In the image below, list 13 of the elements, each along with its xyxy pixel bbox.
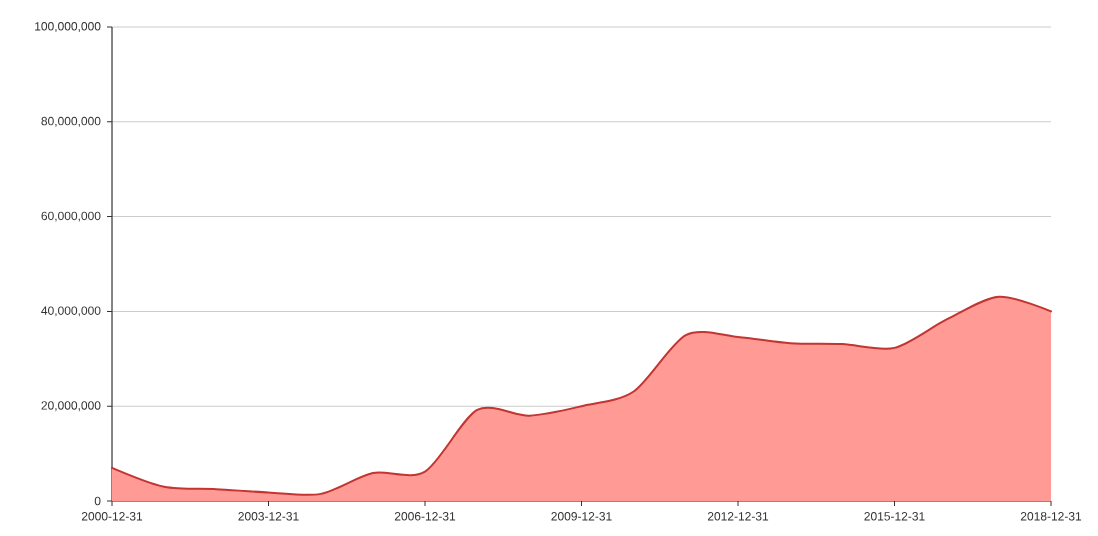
- x-tick-label: 2018-12-31: [1020, 512, 1082, 521]
- y-tick-label: 0: [94, 496, 101, 506]
- y-tick-label: 20,000,000: [41, 401, 101, 412]
- y-tick-label: 40,000,000: [41, 306, 101, 317]
- x-tick-label: 2015-12-31: [864, 512, 925, 521]
- x-tick-label: 2012-12-31: [707, 512, 769, 521]
- x-tick-label: 2003-12-31: [238, 512, 299, 521]
- x-tick-label: 2009-12-31: [551, 512, 612, 521]
- x-tick-label: 2006-12-31: [394, 512, 456, 521]
- x-tick-label: 2000-12-31: [81, 512, 143, 521]
- y-tick-label: 100,000,000: [35, 22, 101, 32]
- y-tick-label: 60,000,000: [41, 211, 101, 222]
- y-tick-label: 80,000,000: [41, 116, 101, 127]
